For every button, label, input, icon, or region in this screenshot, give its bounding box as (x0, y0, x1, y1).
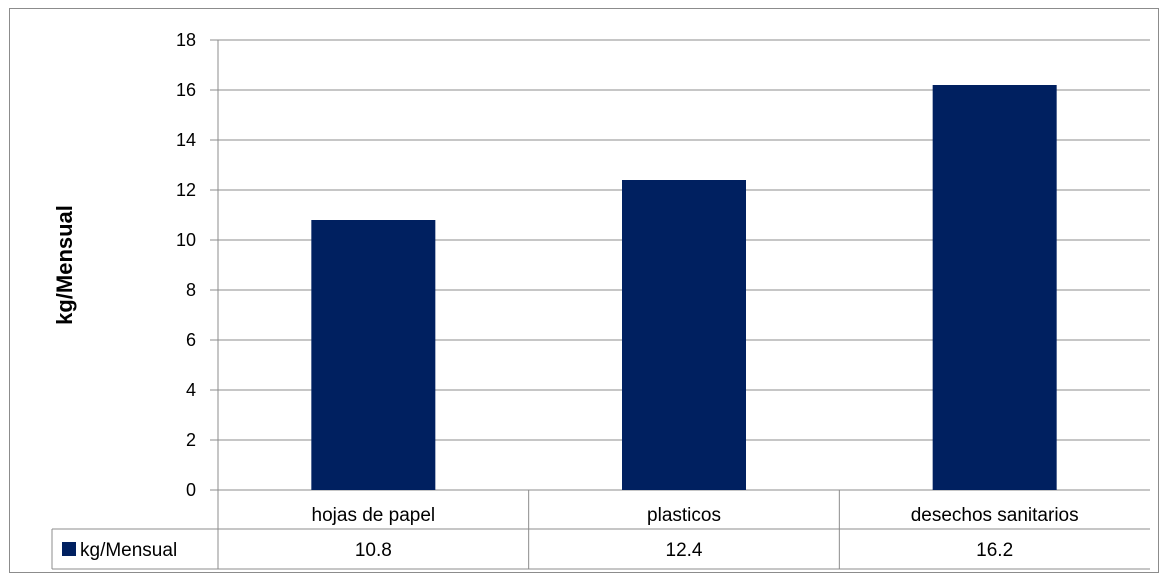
bar (311, 220, 436, 490)
category-label: desechos sanitarios (911, 505, 1079, 526)
data-table: hojas de papel plasticos desechos sanitari… (51, 490, 1150, 570)
bar (932, 85, 1057, 490)
y-tick-label: 12 (176, 180, 196, 200)
table-value-cell: 12.4 (666, 540, 703, 561)
y-tick-label: 14 (176, 130, 196, 150)
bar (622, 180, 746, 490)
y-axis-label: kg/Mensual (52, 205, 77, 325)
y-tick-label: 6 (186, 330, 196, 350)
y-tick-label: 18 (176, 30, 196, 50)
bars (311, 85, 1057, 490)
y-tick-label: 2 (186, 430, 196, 450)
legend-key-swatch (62, 542, 76, 556)
legend-series-name: kg/Mensual (80, 540, 177, 561)
category-label: plasticos (647, 505, 721, 526)
y-axis-ticks: 0 2 4 6 8 10 12 14 16 18 (176, 30, 196, 500)
y-tick-label: 10 (176, 230, 196, 250)
y-tick-label: 8 (186, 280, 196, 300)
y-tick-label: 0 (186, 480, 196, 500)
table-value-cell: 16.2 (976, 540, 1013, 561)
table-value-cell: 10.8 (355, 540, 392, 561)
category-label: hojas de papel (312, 505, 436, 526)
y-tick-label: 4 (186, 380, 196, 400)
y-tick-label: 16 (176, 80, 196, 100)
